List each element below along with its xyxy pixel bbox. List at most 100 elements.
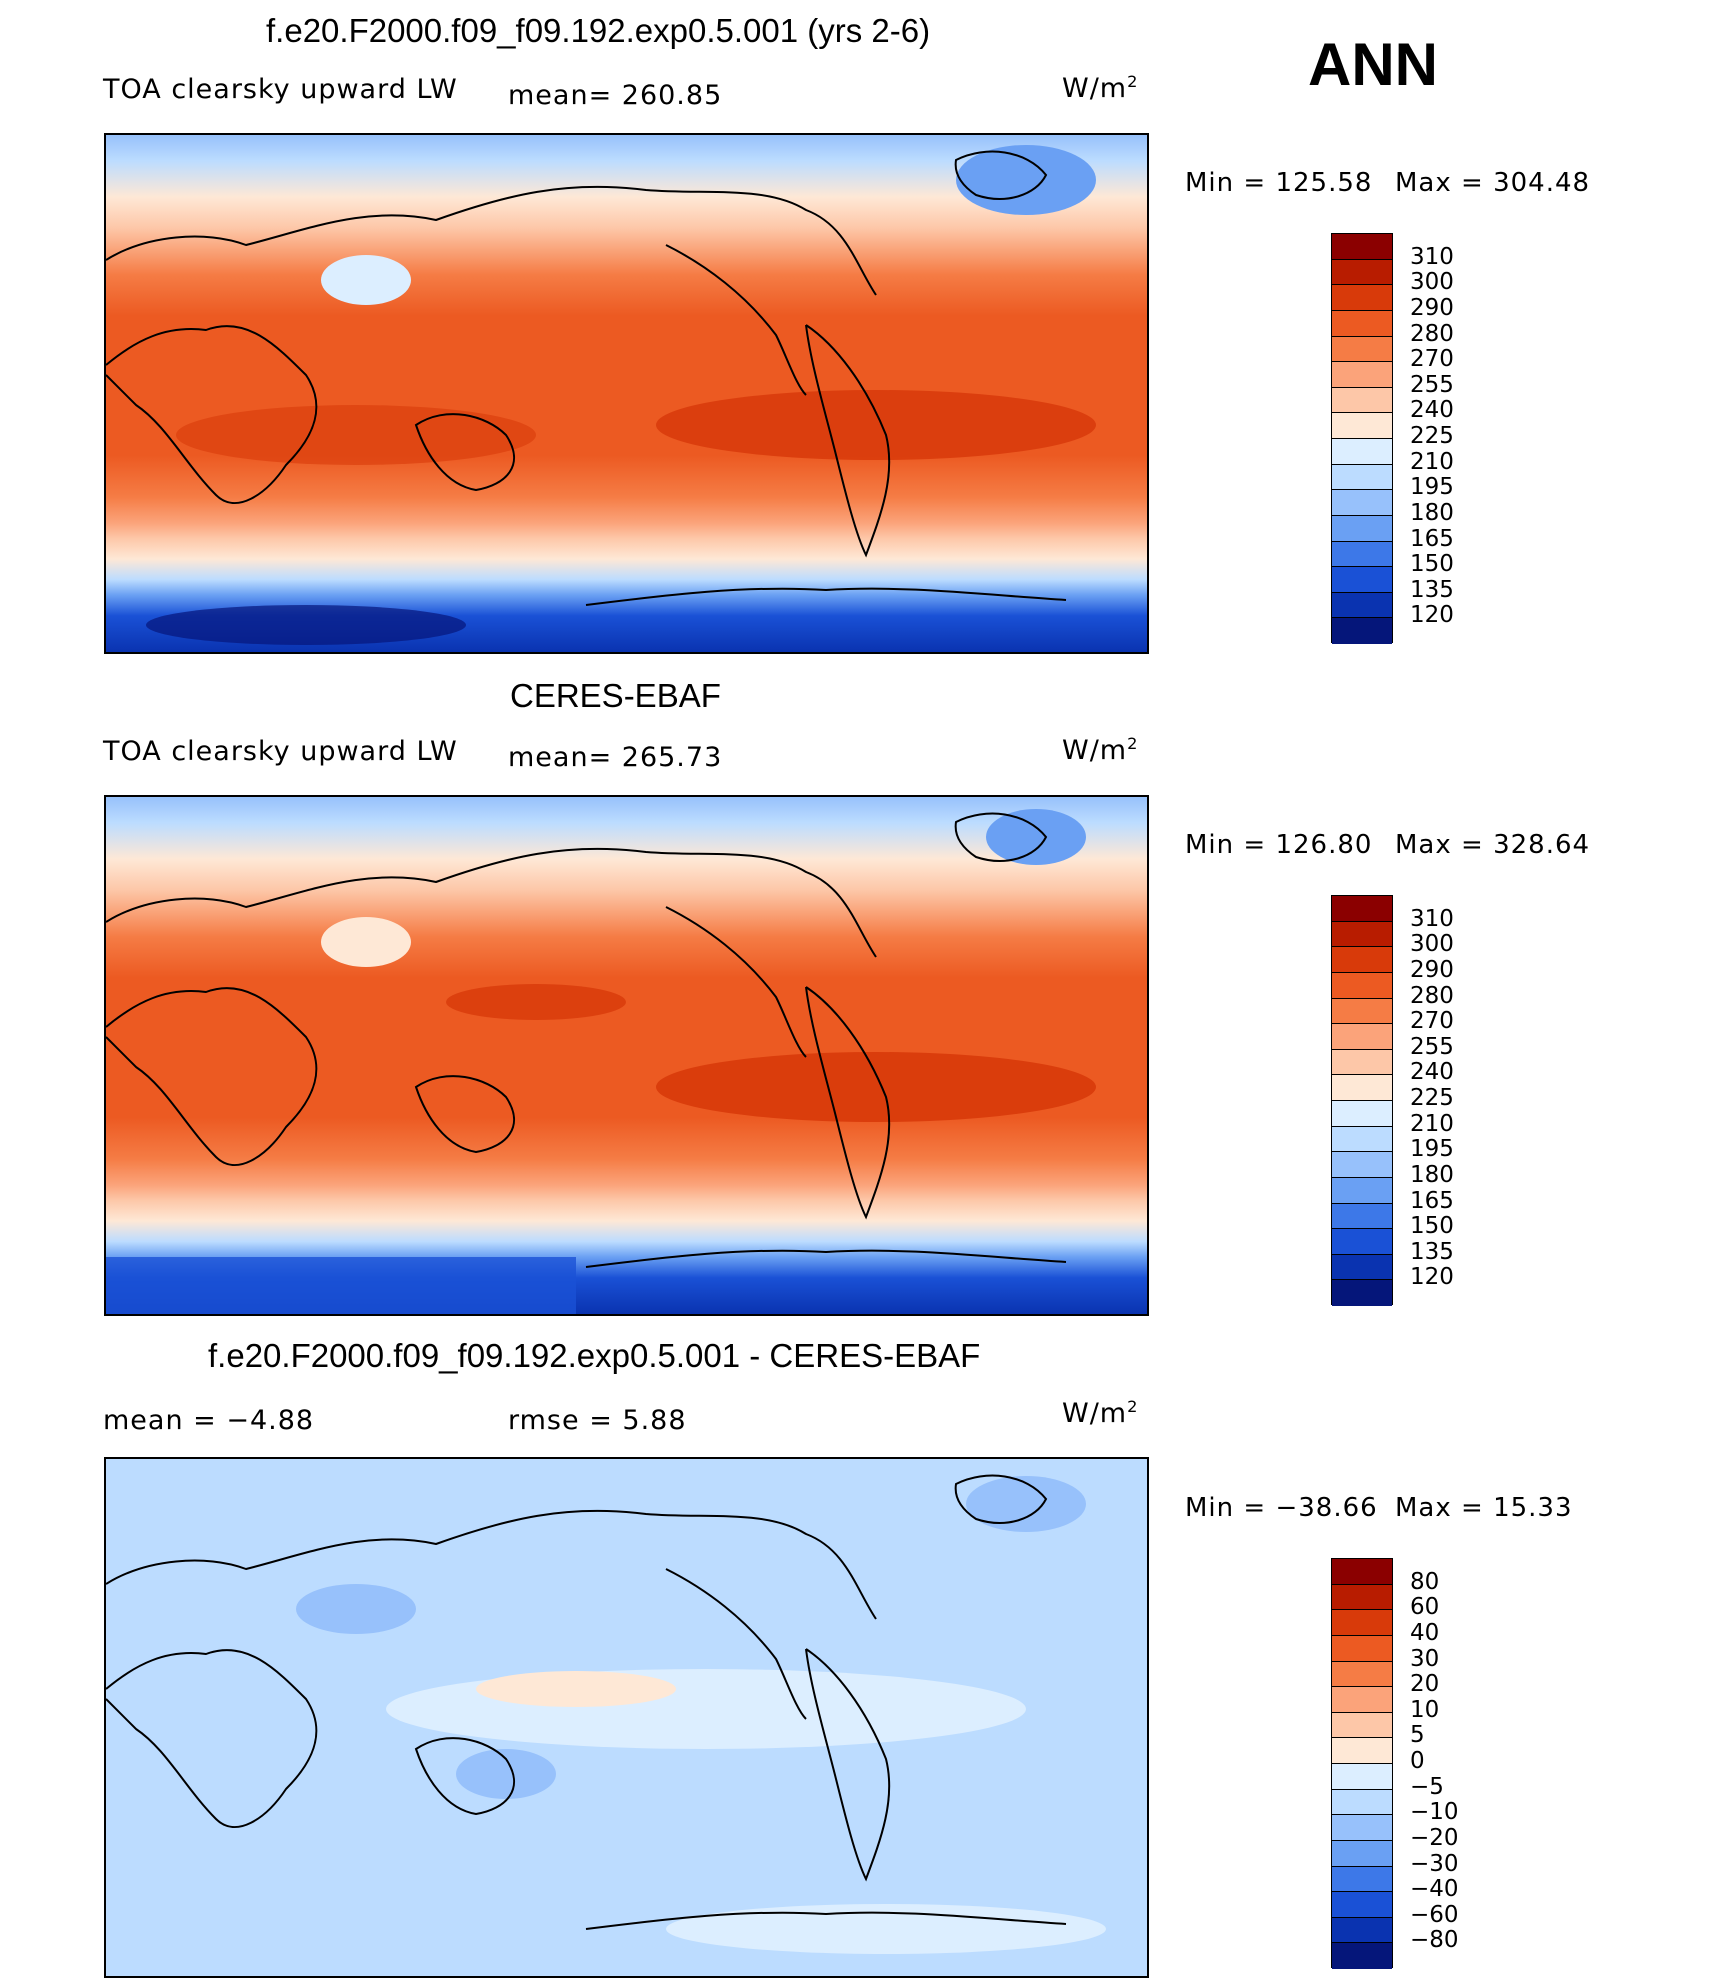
colorbar-segment xyxy=(1332,1815,1392,1841)
colorbar-segment xyxy=(1332,592,1392,619)
colorbar-segment xyxy=(1332,1840,1392,1867)
colorbar-tick-label: 135 xyxy=(1410,576,1454,603)
colorbar-segment xyxy=(1332,1866,1392,1893)
colorbar-tick-label: 195 xyxy=(1410,1136,1454,1163)
colorbar-tick-label: 180 xyxy=(1410,499,1454,526)
panel3-map-svg xyxy=(106,1459,1147,1976)
colorbar-segment xyxy=(1332,896,1392,922)
colorbar-segment xyxy=(1332,285,1392,311)
colorbar-segment xyxy=(1332,1177,1392,1204)
colorbar-tick-label: 210 xyxy=(1410,1110,1454,1137)
panel2-map xyxy=(104,795,1149,1316)
colorbar-segment xyxy=(1332,1584,1392,1611)
colorbar-tick-label: 290 xyxy=(1410,956,1454,983)
colorbar-segment xyxy=(1332,1075,1392,1101)
colorbar-segment xyxy=(1332,439,1392,465)
colorbar-segment xyxy=(1332,387,1392,414)
panel3-units-label: W/m2 xyxy=(1062,1397,1139,1429)
colorbar-tick-label: 120 xyxy=(1410,1264,1454,1291)
colorbar-segment xyxy=(1332,1049,1392,1076)
colorbar-segment xyxy=(1332,1943,1392,1969)
colorbar-tick-label: −5 xyxy=(1410,1773,1444,1800)
colorbar-segment xyxy=(1332,1917,1392,1944)
colorbar-tick-label: 210 xyxy=(1410,448,1454,475)
panel1-units-label: W/m2 xyxy=(1062,72,1139,104)
colorbar-tick-label: 310 xyxy=(1410,905,1454,932)
colorbar-segment xyxy=(1332,972,1392,999)
colorbar-tick-label: 195 xyxy=(1410,474,1454,501)
colorbar-segment xyxy=(1332,1254,1392,1281)
colorbar-segment xyxy=(1332,310,1392,337)
panel1-title: f.e20.F2000.f09_f09.192.exp0.5.001 (yrs … xyxy=(266,12,931,49)
colorbar-tick-label: 150 xyxy=(1410,551,1454,578)
colorbar-segment xyxy=(1332,413,1392,439)
colorbar-segment xyxy=(1332,618,1392,644)
colorbar-segment xyxy=(1332,921,1392,948)
colorbar-segment xyxy=(1332,1101,1392,1127)
colorbar-segment xyxy=(1332,998,1392,1025)
colorbar-segment xyxy=(1332,1892,1392,1918)
panel3-title: f.e20.F2000.f09_f09.192.exp0.5.001 - CER… xyxy=(208,1337,981,1374)
colorbar-tick-label: 60 xyxy=(1410,1594,1440,1621)
colorbar-tick-label: 40 xyxy=(1410,1619,1440,1646)
colorbar-tick-label: 225 xyxy=(1410,423,1454,449)
panel2-colorbar xyxy=(1331,895,1393,1306)
colorbar-tick-label: 270 xyxy=(1410,1008,1454,1035)
panel1-colorbar xyxy=(1331,233,1393,644)
colorbar-tick-label: −20 xyxy=(1410,1824,1459,1851)
colorbar-tick-label: 0 xyxy=(1410,1748,1425,1774)
colorbar-tick-label: 30 xyxy=(1410,1645,1440,1672)
colorbar-tick-label: 5 xyxy=(1410,1722,1425,1749)
colorbar-tick-label: −30 xyxy=(1410,1850,1459,1877)
colorbar-tick-label: 270 xyxy=(1410,346,1454,373)
panel2-units-label: W/m2 xyxy=(1062,734,1139,766)
colorbar-segment xyxy=(1332,362,1392,388)
panel3-map xyxy=(104,1457,1149,1978)
colorbar-tick-label: 255 xyxy=(1410,371,1454,398)
colorbar-segment xyxy=(1332,1635,1392,1662)
panel3-mean-label: mean = −4.88 xyxy=(103,1405,315,1436)
panel1-min-label: Min = 125.58 xyxy=(1185,168,1373,198)
colorbar-segment xyxy=(1332,464,1392,491)
colorbar-tick-label: 225 xyxy=(1410,1085,1454,1111)
panel3-min-label: Min = −38.66 xyxy=(1185,1493,1378,1523)
season-label: ANN xyxy=(1308,31,1438,98)
colorbar-segment xyxy=(1332,1661,1392,1688)
colorbar-tick-label: 165 xyxy=(1410,1187,1454,1214)
panel2-variable-label: TOA clearsky upward LW xyxy=(103,736,458,767)
colorbar-segment xyxy=(1332,1738,1392,1764)
colorbar-tick-label: 10 xyxy=(1410,1696,1440,1723)
colorbar-tick-label: 135 xyxy=(1410,1238,1454,1265)
colorbar-tick-label: 280 xyxy=(1410,982,1454,1009)
colorbar-tick-label: 300 xyxy=(1410,269,1454,296)
colorbar-tick-label: −80 xyxy=(1410,1927,1459,1954)
panel2-max-label: Max = 328.64 xyxy=(1395,830,1591,860)
colorbar-segment xyxy=(1332,1152,1392,1178)
colorbar-tick-label: 150 xyxy=(1410,1213,1454,1240)
colorbar-segment xyxy=(1332,1559,1392,1585)
panel3-colorbar xyxy=(1331,1558,1393,1969)
colorbar-segment xyxy=(1332,1789,1392,1816)
panel3-max-label: Max = 15.33 xyxy=(1395,1493,1573,1523)
colorbar-segment xyxy=(1332,234,1392,260)
colorbar-tick-label: 300 xyxy=(1410,931,1454,958)
colorbar-tick-label: 290 xyxy=(1410,294,1454,321)
colorbar-segment xyxy=(1332,1126,1392,1153)
colorbar-tick-label: 240 xyxy=(1410,397,1454,424)
colorbar-tick-label: 120 xyxy=(1410,602,1454,629)
colorbar-tick-label: −40 xyxy=(1410,1876,1459,1903)
panel2-map-svg xyxy=(106,797,1147,1314)
panel1-variable-label: TOA clearsky upward LW xyxy=(103,74,458,105)
colorbar-segment xyxy=(1332,567,1392,593)
colorbar-segment xyxy=(1332,1610,1392,1636)
colorbar-segment xyxy=(1332,1203,1392,1230)
colorbar-segment xyxy=(1332,1764,1392,1790)
panel2-mean-label: mean= 265.73 xyxy=(508,742,723,773)
colorbar-segment xyxy=(1332,490,1392,516)
panel1-mean-label: mean= 260.85 xyxy=(508,80,723,111)
colorbar-tick-label: 20 xyxy=(1410,1671,1440,1698)
colorbar-segment xyxy=(1332,515,1392,542)
colorbar-segment xyxy=(1332,336,1392,363)
panel3-rmse-label: rmse = 5.88 xyxy=(508,1405,687,1436)
panel1-max-label: Max = 304.48 xyxy=(1395,168,1591,198)
